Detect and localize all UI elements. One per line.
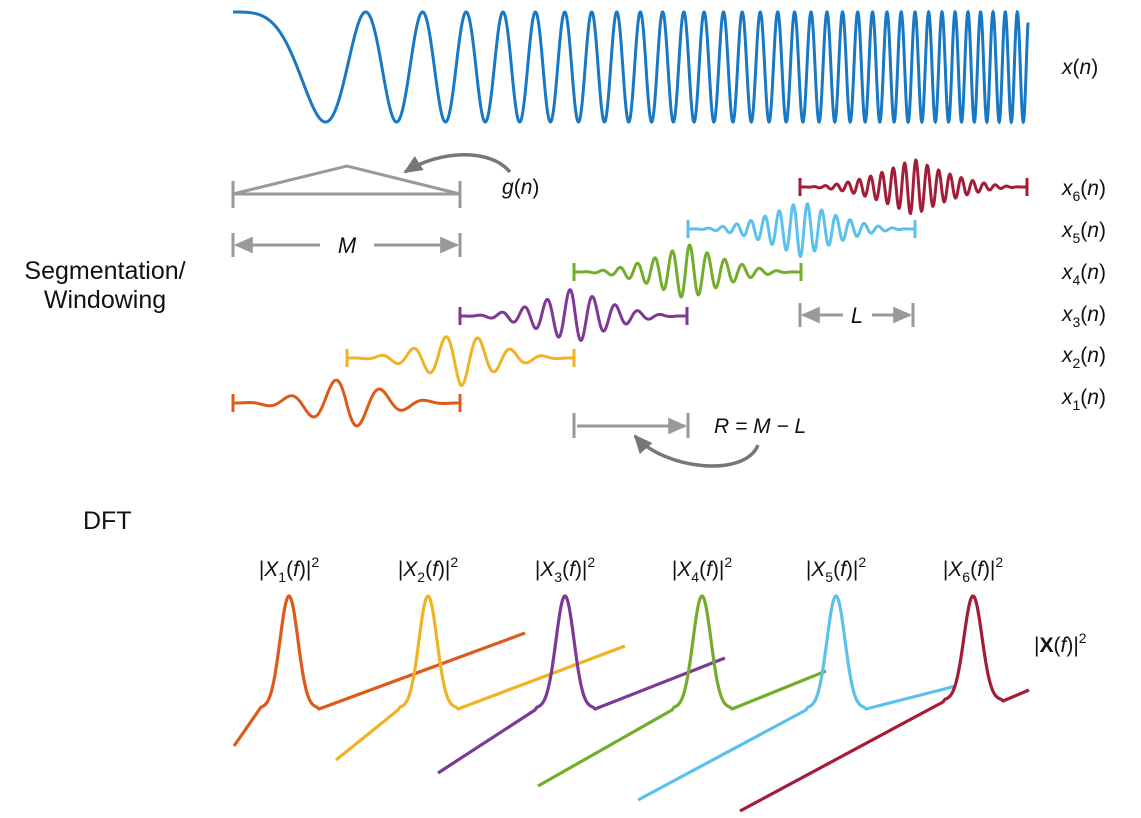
hop-dimension <box>572 413 690 438</box>
segment-3-waveform <box>460 288 687 342</box>
spectra <box>232 594 1030 813</box>
segment-6-waveform <box>800 158 1027 216</box>
spectrum-5-label: |X5(f)|2 <box>806 554 867 585</box>
segment-2-waveform <box>347 335 574 387</box>
overlap-label: L <box>851 303 863 328</box>
segment-5-label: x5(n) <box>1061 219 1106 246</box>
windowing-line: Windowing <box>43 286 167 314</box>
spectrum-3-curve <box>437 594 726 775</box>
segment-2-label: x2(n) <box>1061 344 1106 371</box>
total-spectrum-label: |X(f)|2 <box>1034 630 1087 657</box>
segmentation-windowing-label: Segmentation/ Windowing <box>14 257 196 315</box>
segment-1-label: x1(n) <box>1061 386 1106 413</box>
spectrum-4-curve <box>537 594 827 788</box>
chirp-signal-waveform <box>233 9 1030 125</box>
window-pointer-arrow <box>403 153 512 174</box>
spectrum-4-label: |X4(f)|2 <box>672 554 733 585</box>
overlap-dimension <box>798 303 915 327</box>
window-function-shape <box>231 164 462 208</box>
windowed-segments <box>231 158 1029 428</box>
hop-pointer-arrow <box>633 434 760 468</box>
window-length-dimension <box>231 233 462 257</box>
segmentation-line: Segmentation/ <box>24 257 186 285</box>
window-label: g(n) <box>502 176 539 199</box>
window-length-label: M <box>338 233 357 258</box>
spectrum-3-label: |X3(f)|2 <box>535 554 596 585</box>
spectrum-2-label: |X2(f)|2 <box>398 554 459 585</box>
segment-4-label: x4(n) <box>1061 261 1106 288</box>
segment-labels: x1(n) x2(n) x3(n) x4(n) x5(n) x6(n) <box>1061 177 1106 413</box>
segment-5-waveform <box>688 202 915 259</box>
spectrum-1-label: |X1(f)|2 <box>259 554 320 585</box>
signal-label: x(n) <box>1061 56 1098 79</box>
dft-label: DFT <box>83 507 132 535</box>
spectrum-6-curve <box>739 594 1030 813</box>
spectrum-6-label: |X6(f)|2 <box>943 554 1004 585</box>
spectrum-2-curve <box>334 594 626 762</box>
hop-equation: R = M − L <box>714 415 806 438</box>
segment-6-label: x6(n) <box>1061 177 1106 204</box>
segment-3-label: x3(n) <box>1061 303 1106 330</box>
segment-4-waveform <box>574 243 801 299</box>
segment-1-waveform <box>233 378 460 428</box>
spectrum-1-curve <box>232 594 526 747</box>
spectrum-5-curve <box>637 594 957 802</box>
spectrum-labels: |X1(f)|2 |X2(f)|2 |X3(f)|2 |X4(f)|2 |X5(f)|2… <box>259 554 1004 585</box>
